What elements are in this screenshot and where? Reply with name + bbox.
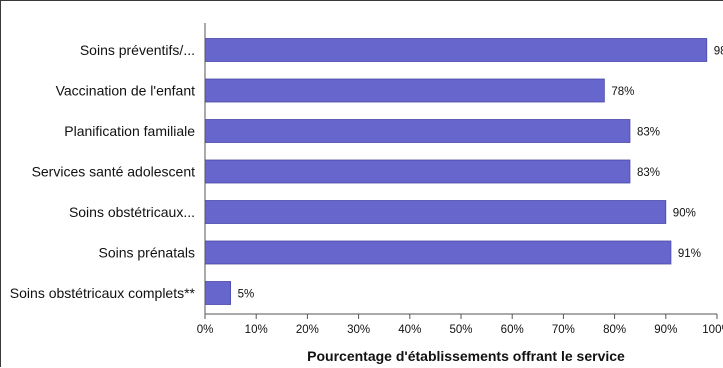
- x-tick-label-3: 30%: [347, 324, 370, 336]
- x-tick-label-1: 10%: [245, 324, 268, 336]
- value-label-2: 83%: [637, 127, 660, 139]
- category-label-6: Soins obstétricaux complets**: [10, 285, 196, 301]
- x-axis-title: Pourcentage d'établissements offrant le …: [307, 348, 625, 364]
- bar-5: [204, 240, 672, 265]
- x-tick-label-4: 40%: [398, 324, 421, 336]
- bar-1: [204, 78, 605, 103]
- x-tick-label-2: 20%: [296, 324, 319, 336]
- category-label-4: Soins obstétricaux...: [69, 204, 195, 220]
- value-label-1: 78%: [611, 86, 634, 98]
- value-label-0: 98%: [714, 46, 723, 58]
- bar-3: [204, 159, 631, 184]
- x-tick-label-9: 90%: [654, 324, 677, 336]
- category-label-2: Planification familiale: [64, 123, 195, 139]
- category-label-3: Services santé adolescent: [32, 164, 196, 180]
- bars-layer: [204, 38, 708, 305]
- x-tick-label-7: 70%: [552, 324, 575, 336]
- value-label-5: 91%: [678, 248, 701, 260]
- category-label-0: Soins préventifs/...: [80, 42, 195, 58]
- x-axis: 0% 10% 20% 30% 40% 50% 60% 70% 80% 90% 100%: [197, 23, 723, 336]
- value-label-6: 5%: [238, 289, 255, 301]
- bar-0: [204, 38, 708, 62]
- x-tick-label-10: 100%: [702, 324, 723, 336]
- x-tick-label-0: 0%: [197, 324, 214, 336]
- bar-4: [204, 200, 667, 224]
- category-label-1: Vaccination de l'enfant: [56, 83, 196, 99]
- value-label-3: 83%: [637, 167, 660, 179]
- value-label-4: 90%: [673, 208, 696, 220]
- x-tick-label-6: 60%: [501, 324, 524, 336]
- x-tick-label-5: 50%: [449, 324, 472, 336]
- bar-6: [204, 281, 232, 305]
- category-label-5: Soins prénatals: [98, 245, 195, 261]
- x-tick-label-8: 80%: [603, 324, 626, 336]
- bar-2: [204, 119, 631, 143]
- labels-layer: Soins préventifs/... 98% Vaccination de l'…: [10, 42, 723, 301]
